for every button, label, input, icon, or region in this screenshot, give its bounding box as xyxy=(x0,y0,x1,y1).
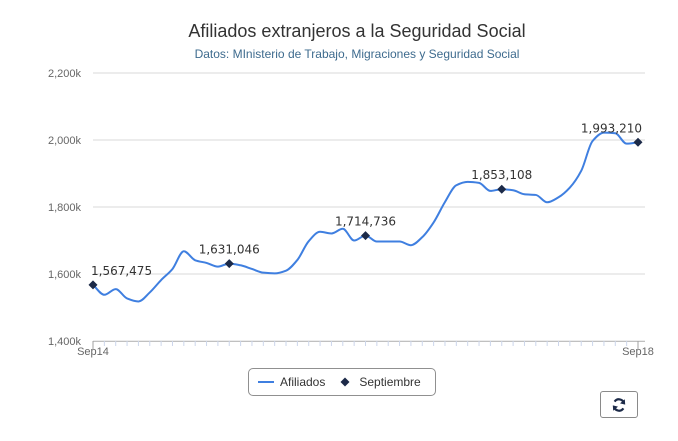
line-swatch-icon xyxy=(258,381,274,383)
data-label: 1,993,210 xyxy=(581,121,642,135)
diamond-marker-icon xyxy=(340,377,350,387)
legend-item-septiembre[interactable]: Septiembre xyxy=(337,375,421,389)
y-tick-label: 1,600k xyxy=(48,269,82,281)
septiembre-point[interactable] xyxy=(88,280,98,290)
legend-label-afiliados: Afiliados xyxy=(280,375,326,389)
septiembre-point[interactable] xyxy=(497,184,507,194)
legend: Afiliados Septiembre xyxy=(248,368,436,396)
x-tick-label: Sep18 xyxy=(622,346,654,358)
chart-title: Afiliados extranjeros a la Seguridad Soc… xyxy=(188,21,525,41)
septiembre-point[interactable] xyxy=(633,137,643,147)
data-label: 1,567,475 xyxy=(91,264,152,278)
y-tick-label: 1,400k xyxy=(48,336,82,348)
legend-item-afiliados[interactable]: Afiliados xyxy=(258,375,325,389)
y-tick-label: 2,200k xyxy=(48,68,82,80)
septiembre-point[interactable] xyxy=(361,231,370,241)
legend-label-septiembre: Septiembre xyxy=(359,375,421,389)
refresh-button[interactable] xyxy=(600,391,638,418)
data-label: 1,631,046 xyxy=(199,243,260,257)
y-tick-label: 1,800k xyxy=(48,202,82,214)
chart-subtitle: Datos: MInisterio de Trabajo, Migracione… xyxy=(195,47,520,61)
x-tick-label: Sep14 xyxy=(77,346,109,358)
data-label: 1,853,108 xyxy=(471,168,532,182)
refresh-icon xyxy=(612,397,626,412)
y-tick-label: 2,000k xyxy=(48,135,82,147)
septiembre-point[interactable] xyxy=(224,259,234,269)
data-label: 1,714,736 xyxy=(335,215,396,229)
